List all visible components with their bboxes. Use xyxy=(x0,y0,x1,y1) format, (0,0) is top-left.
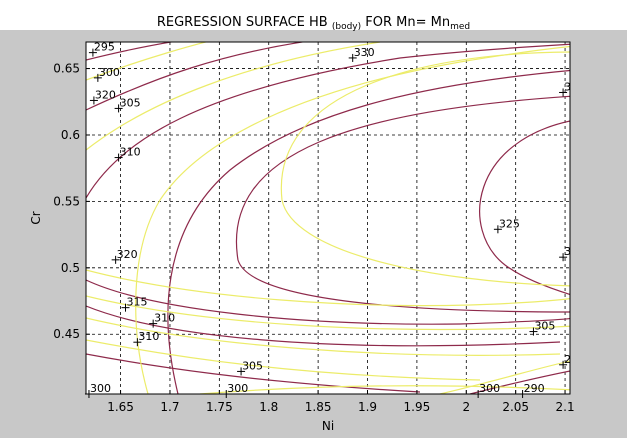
x-tick-label: 1.75 xyxy=(206,400,233,414)
contour-label-marker: 290 xyxy=(518,382,545,398)
y-tick-label: 0.5 xyxy=(61,261,80,275)
contour-line-dark xyxy=(235,95,570,313)
contour-label: 305 xyxy=(534,320,555,333)
contour-label-marker: 295 xyxy=(88,41,115,57)
contour-line-light xyxy=(280,51,570,287)
title-subscript-body: (body) xyxy=(331,22,362,32)
contour-label-marker: 305 xyxy=(114,96,141,113)
contour-label-marker: 320 xyxy=(89,88,116,105)
contour-line-light xyxy=(199,385,570,394)
contour-label-marker: 315 xyxy=(121,296,148,312)
x-tick-label: 2 xyxy=(462,400,470,414)
contour-label: 310 xyxy=(154,312,175,325)
x-tick-label: 1.9 xyxy=(358,400,377,414)
contour-label: 295 xyxy=(94,41,115,54)
contour-label-marker: 300 xyxy=(222,382,248,398)
y-tick-label: 0.45 xyxy=(53,327,80,341)
contour-label-marker: 310 xyxy=(133,330,159,347)
contour-line-light xyxy=(86,295,570,331)
x-tick-label: 2.1 xyxy=(556,400,575,414)
chart-title: REGRESSION SURFACE HB (body) FOR Mn= Mnm… xyxy=(0,12,627,38)
contour-line-dark xyxy=(167,69,570,394)
contour-label: 300 xyxy=(99,66,120,79)
contour-labels: 295 300 320 305 310 330 3 325 3 320 315 310 310 305 30… xyxy=(84,41,571,398)
contour-label: 3 xyxy=(564,245,571,258)
contour-label: 3 xyxy=(564,80,571,93)
y-tick-label: 0.6 xyxy=(61,128,80,142)
y-tick-label: 0.55 xyxy=(53,194,80,208)
x-tick-label: 1.8 xyxy=(259,400,278,414)
contour-label: 290 xyxy=(524,382,545,395)
x-tick-label: 1.85 xyxy=(305,400,332,414)
contour-line-dark xyxy=(86,305,561,347)
axis-ticks: 1.65 1.7 1.75 1.8 1.85 1.9 1.95 2 2.05 2.1 0.45 0.5… xyxy=(53,62,574,414)
plot-area xyxy=(86,42,570,394)
contour-line-dark xyxy=(479,120,570,296)
contour-label-marker: 310 xyxy=(114,146,141,162)
grid xyxy=(86,42,570,394)
contour-label-marker: 300 xyxy=(474,382,500,398)
contour-label: 300 xyxy=(90,382,111,395)
contour-label: 300 xyxy=(479,382,500,395)
contour-label-marker: 3 xyxy=(559,80,571,97)
contour-label-marker: 325 xyxy=(493,217,520,234)
contour-label-marker: 2 xyxy=(559,353,571,369)
plot-border xyxy=(85,41,571,395)
contour-label-marker: 310 xyxy=(149,312,175,328)
contour-label: 310 xyxy=(120,146,141,159)
contour-line-light xyxy=(86,317,561,356)
contour-label: 320 xyxy=(95,88,116,101)
contour-line-light xyxy=(86,42,209,81)
x-tick-label: 1.95 xyxy=(404,400,431,414)
x-axis-label: Ni xyxy=(322,419,334,433)
contour-label: 300 xyxy=(227,382,248,395)
contour-line-dark xyxy=(86,42,307,111)
contour-line-dark xyxy=(86,43,570,199)
contour-label-marker: 320 xyxy=(111,248,138,264)
x-tick-label: 2.05 xyxy=(502,400,529,414)
y-axis-label: Cr xyxy=(29,211,43,224)
contour-line-light xyxy=(86,42,381,151)
contour-label-marker: 330 xyxy=(348,46,375,62)
contour-label: 305 xyxy=(120,96,141,109)
contour-label-marker: 300 xyxy=(93,66,120,82)
title-prefix: REGRESSION SURFACE HB xyxy=(156,15,332,30)
contour-label-marker: 3 xyxy=(559,245,571,262)
x-tick-label: 1.65 xyxy=(107,400,134,414)
y-tick-label: 0.65 xyxy=(53,62,80,76)
contour-line-dark xyxy=(86,279,570,325)
x-tick-label: 1.7 xyxy=(160,400,179,414)
contour-line-light xyxy=(86,269,570,307)
contour-label: 2 xyxy=(564,353,571,366)
contour-label: 310 xyxy=(138,330,159,343)
contour-lines xyxy=(86,42,570,394)
contour-line-dark xyxy=(86,353,421,393)
contour-label: 320 xyxy=(117,248,138,261)
contour-label: 330 xyxy=(354,46,375,59)
title-area xyxy=(0,0,627,30)
contour-line-dark xyxy=(469,370,570,394)
title-middle: FOR Mn= Mn xyxy=(361,15,451,30)
contour-line-light xyxy=(439,360,570,394)
contour-label-marker: 305 xyxy=(237,359,263,376)
contour-label: 325 xyxy=(499,217,520,230)
title-subscript-med: med xyxy=(450,22,471,32)
contour-label-marker: 300 xyxy=(84,382,111,398)
contour-label: 315 xyxy=(127,296,148,309)
contour-label-marker: 305 xyxy=(529,320,555,336)
contour-line-dark xyxy=(86,42,175,61)
contour-label: 305 xyxy=(242,359,263,372)
contour-line-light xyxy=(86,339,481,381)
